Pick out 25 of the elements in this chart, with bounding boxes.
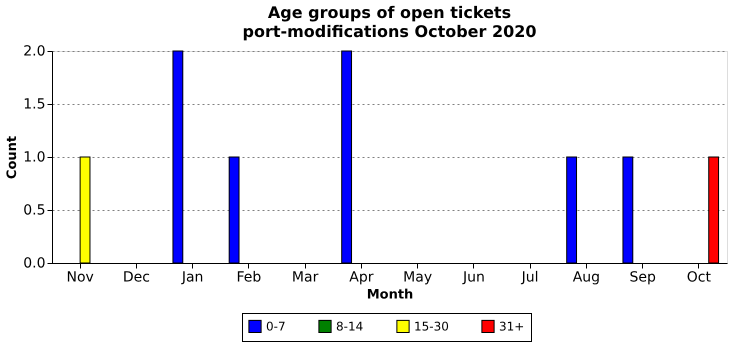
x-tick-label: Jul [520,270,539,286]
y-tick-label: 0.0 [23,256,46,272]
x-tick-label: May [403,270,432,286]
y-tick-label: 1.5 [23,96,46,112]
legend-label: 0-7 [266,319,286,334]
y-tick-label: 1.0 [23,150,46,166]
legend-label: 15-30 [414,319,449,334]
legend-label: 31+ [499,319,524,334]
x-tick-label: Dec [122,270,150,286]
x-axis-title: Month [366,288,414,302]
x-tick-label: Jan [180,270,204,286]
x-tick-label: Mar [292,270,319,286]
x-tick-label: Feb [236,270,262,286]
x-tick-label: Oct [686,270,712,286]
y-tick-label: 0.5 [23,202,46,218]
x-tick-label: Jun [462,270,485,286]
chart-title: Age groups of open tickets [268,3,512,22]
y-tick-label: 2.0 [23,44,46,60]
x-tick-label: Aug [572,270,600,286]
chart-subtitle: port-modifications October 2020 [242,22,536,41]
x-tick-label: Sep [629,270,656,286]
legend-label: 8-14 [336,319,364,334]
y-axis-title: Count [5,136,20,180]
x-tick-label: Nov [66,270,94,286]
x-tick-label: Apr [349,270,374,286]
